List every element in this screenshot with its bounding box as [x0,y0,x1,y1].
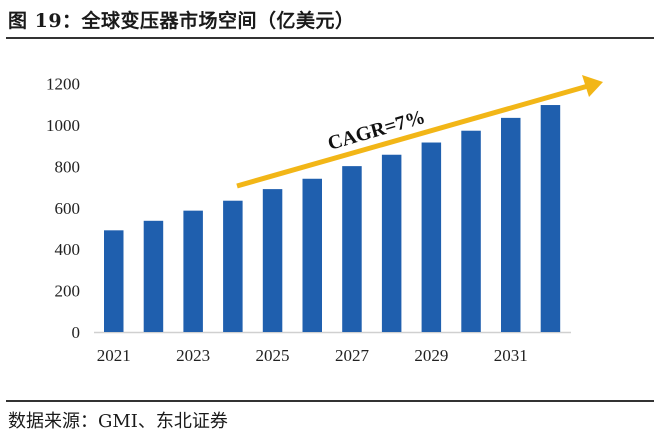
bar-2026 [302,178,322,332]
bar-2025 [262,189,283,332]
bar-2021 [104,230,124,332]
x-tick-label: 2025 [256,346,290,365]
y-tick-label: 200 [55,282,81,301]
x-tick-label: 2023 [176,346,210,365]
bar-2030 [461,130,481,332]
y-tick-label: 1200 [46,75,80,94]
source-note: 数据来源：GMI、东北证券 [8,411,228,432]
y-tick-label: 1000 [46,116,80,135]
x-tick-label: 2031 [494,346,528,365]
y-tick-label: 400 [55,240,81,259]
y-tick-label: 0 [72,323,81,342]
arrow-head-icon [582,75,603,97]
y-tick-label: 600 [55,199,81,218]
source-divider [6,400,654,402]
cagr-arrow [236,75,603,189]
y-tick-label: 800 [55,157,81,176]
bar-2027 [342,166,362,332]
x-tick-label: 2027 [335,346,370,365]
x-tick-label: 2021 [97,346,131,365]
bar-2022 [143,220,164,332]
bar-2028 [381,154,402,332]
x-tick-label: 2029 [414,346,448,365]
bar-2023 [183,210,203,332]
title-divider [6,37,654,39]
bar-2031 [501,117,521,333]
bar-2032 [540,105,561,332]
arrow-shaft [236,83,589,189]
bar-2029 [421,142,442,332]
bar-2024 [223,200,243,332]
figure-title: 图 19：全球变压器市场空间（亿美元） [8,10,355,32]
